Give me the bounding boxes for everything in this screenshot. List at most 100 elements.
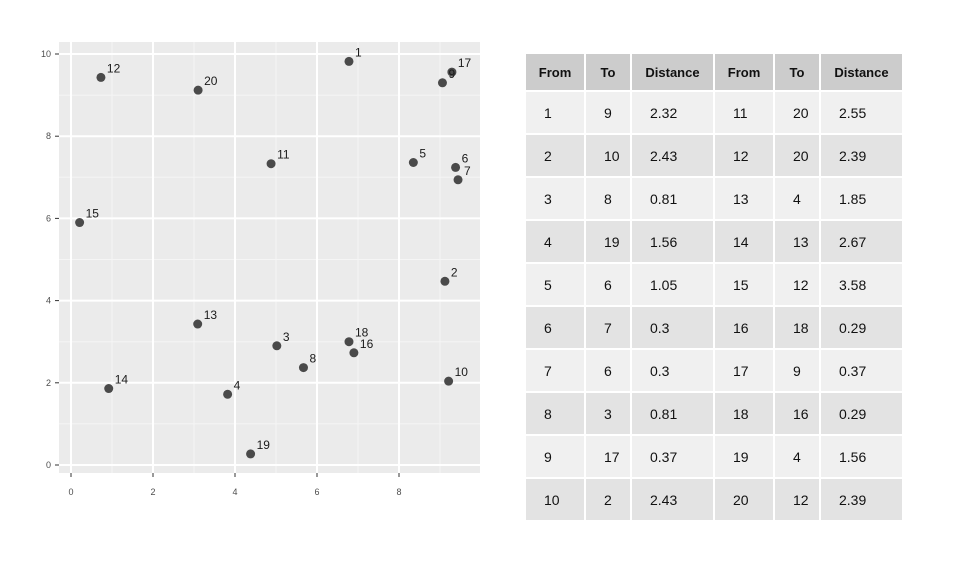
table-cell: 15	[715, 264, 773, 305]
table-cell: 12	[715, 135, 773, 176]
table-row: 3 8 0.81 13 4 1.85	[526, 178, 902, 219]
data-point	[453, 175, 463, 185]
point-label: 19	[257, 438, 271, 452]
table-cell: 9	[526, 436, 584, 477]
table-cell: 13	[715, 178, 773, 219]
y-tick-label: 6	[46, 213, 51, 223]
point-label: 8	[309, 352, 316, 366]
table-cell: 8	[586, 178, 630, 219]
point-label: 14	[115, 373, 129, 387]
table-cell: 7	[526, 350, 584, 391]
distance-table: From To Distance From To Distance 1 9 2.32…	[524, 52, 904, 522]
table-cell: 2.55	[821, 92, 902, 133]
data-point	[272, 341, 282, 351]
table-cell: 6	[586, 264, 630, 305]
table-cell: 19	[586, 221, 630, 262]
table-cell: 1.05	[632, 264, 713, 305]
header-to: To	[586, 54, 630, 90]
table-cell: 11	[715, 92, 773, 133]
table-cell: 0.81	[632, 393, 713, 434]
major-gridlines	[59, 42, 482, 473]
data-point	[444, 376, 454, 386]
table-cell: 0.29	[821, 307, 902, 348]
y-tick-label: 4	[46, 296, 51, 306]
table-cell: 0.81	[632, 178, 713, 219]
point-label: 1	[355, 45, 362, 59]
point-label: 5	[419, 147, 426, 161]
y-tick-label: 8	[46, 131, 51, 141]
point-label: 17	[458, 56, 472, 70]
table-row: 8 3 0.81 18 16 0.29	[526, 393, 902, 434]
table-cell: 3	[526, 178, 584, 219]
x-tick-label: 6	[314, 487, 319, 497]
data-point	[193, 319, 203, 329]
data-point	[437, 78, 447, 88]
point-label: 15	[86, 207, 100, 221]
table-row: 6 7 0.3 16 18 0.29	[526, 307, 902, 348]
table-cell: 6	[526, 307, 584, 348]
y-tick-label: 10	[41, 49, 51, 59]
table-cell: 20	[775, 92, 819, 133]
data-point	[246, 449, 256, 459]
table-cell: 6	[586, 350, 630, 391]
x-tick-label: 2	[150, 487, 155, 497]
table-cell: 1.56	[632, 221, 713, 262]
table-cell: 2.39	[821, 135, 902, 176]
point-label: 6	[462, 151, 469, 165]
point-label: 13	[204, 308, 218, 322]
header-to: To	[775, 54, 819, 90]
table-cell: 0.3	[632, 350, 713, 391]
table-cell: 18	[715, 393, 773, 434]
table-cell: 10	[526, 479, 584, 520]
x-tick-label: 4	[232, 487, 237, 497]
point-label: 2	[451, 265, 458, 279]
data-point	[408, 158, 418, 168]
x-tick-label: 8	[396, 487, 401, 497]
table-header-row: From To Distance From To Distance	[526, 54, 902, 90]
table-row: 4 19 1.56 14 13 2.67	[526, 221, 902, 262]
x-tick-label: 0	[68, 487, 73, 497]
axis-ticks	[55, 53, 400, 477]
point-label: 7	[464, 164, 471, 178]
table-cell: 1.56	[821, 436, 902, 477]
table-row: 7 6 0.3 17 9 0.37	[526, 350, 902, 391]
point-label: 3	[283, 330, 290, 344]
table-cell: 17	[715, 350, 773, 391]
plot-panel	[59, 42, 480, 473]
table-cell: 0.29	[821, 393, 902, 434]
table-cell: 1.85	[821, 178, 902, 219]
table-cell: 12	[775, 264, 819, 305]
table-cell: 9	[775, 350, 819, 391]
minor-gridlines	[59, 42, 480, 473]
table-cell: 0.37	[821, 350, 902, 391]
point-label: 10	[455, 365, 469, 379]
table-cell: 0.37	[632, 436, 713, 477]
data-point	[349, 348, 359, 358]
data-point	[223, 389, 233, 399]
table-cell: 14	[715, 221, 773, 262]
table-row: 5 6 1.05 15 12 3.58	[526, 264, 902, 305]
table-row: 10 2 2.43 20 12 2.39	[526, 479, 902, 520]
table-cell: 8	[526, 393, 584, 434]
table-cell: 1	[526, 92, 584, 133]
x-tick-labels: 0 2 4 6 8	[68, 487, 401, 497]
table-cell: 5	[526, 264, 584, 305]
data-point	[298, 363, 308, 373]
table-cell: 4	[775, 436, 819, 477]
header-from: From	[526, 54, 584, 90]
table-cell: 20	[715, 479, 773, 520]
data-point	[266, 159, 276, 169]
table-cell: 2	[526, 135, 584, 176]
y-tick-label: 2	[46, 378, 51, 388]
table-cell: 3	[586, 393, 630, 434]
table-cell: 4	[775, 178, 819, 219]
table-cell: 7	[586, 307, 630, 348]
table-cell: 2.39	[821, 479, 902, 520]
table-cell: 12	[775, 479, 819, 520]
table-cell: 2.43	[632, 479, 713, 520]
table-row: 1 9 2.32 11 20 2.55	[526, 92, 902, 133]
y-tick-labels: 0 2 4 6 8 10	[41, 49, 51, 470]
table-cell: 16	[715, 307, 773, 348]
table-cell: 18	[775, 307, 819, 348]
